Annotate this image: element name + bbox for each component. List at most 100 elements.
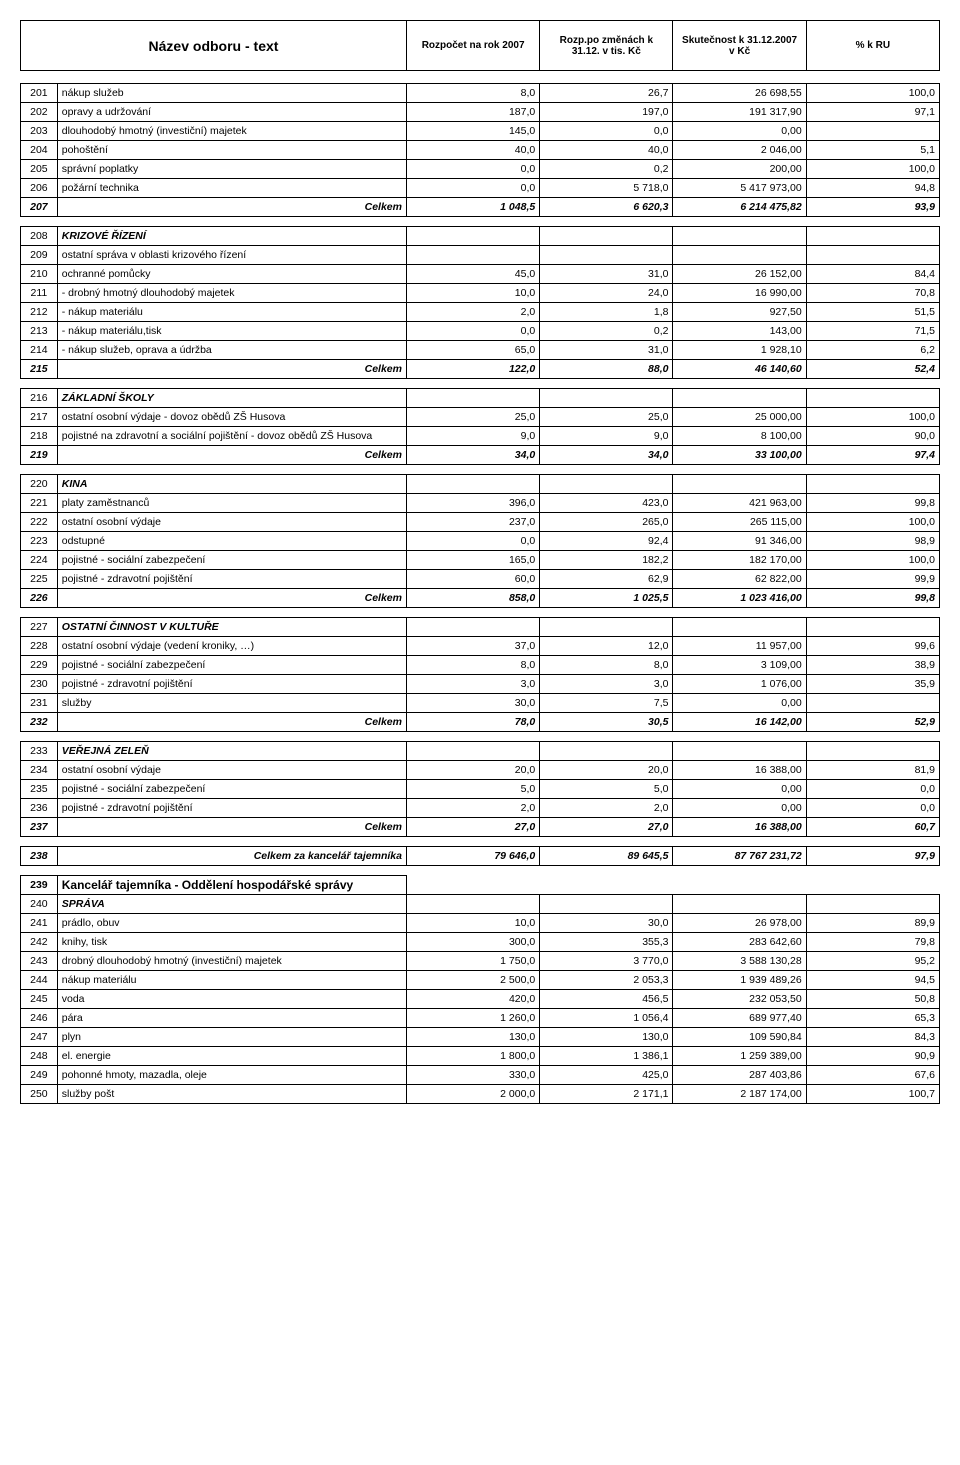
row-text: správní poplatky <box>57 160 406 179</box>
table-row: 242knihy, tisk300,0355,3283 642,6079,8 <box>21 933 940 952</box>
row-value: 93,9 <box>806 198 939 217</box>
table-row: 212 - nákup materiálu2,01,8927,5051,5 <box>21 303 940 322</box>
row-value: 2 053,3 <box>540 971 673 990</box>
row-value: 3 109,00 <box>673 656 806 675</box>
section-title-row: 227OSTATNÍ ČINNOST V KULTUŘE <box>21 618 940 637</box>
row-value: 1 048,5 <box>406 198 539 217</box>
row-value: 5 718,0 <box>540 179 673 198</box>
table-row: 213 - nákup materiálu,tisk0,00,2143,0071… <box>21 322 940 341</box>
row-value: 1 939 489,26 <box>673 971 806 990</box>
row-value: 232 053,50 <box>673 990 806 1009</box>
section-title: SPRÁVA <box>57 895 406 914</box>
row-value: 38,9 <box>806 656 939 675</box>
row-value: 5,0 <box>406 780 539 799</box>
row-value: 30,5 <box>540 713 673 732</box>
row-value: 25 000,00 <box>673 408 806 427</box>
row-value: 94,5 <box>806 971 939 990</box>
table-row: 247plyn130,0130,0109 590,8484,3 <box>21 1028 940 1047</box>
table-row: 248el. energie1 800,01 386,11 259 389,00… <box>21 1047 940 1066</box>
row-value: 33 100,00 <box>673 446 806 465</box>
section-title-row: 208KRIZOVÉ ŘÍZENÍ <box>21 227 940 246</box>
row-value: 2 187 174,00 <box>673 1085 806 1104</box>
row-text: požární technika <box>57 179 406 198</box>
row-value: 927,50 <box>673 303 806 322</box>
row-value <box>406 618 539 637</box>
row-value: 7,5 <box>540 694 673 713</box>
row-value: 87 767 231,72 <box>673 847 806 866</box>
row-number: 226 <box>21 589 58 608</box>
row-value: 12,0 <box>540 637 673 656</box>
row-text: pára <box>57 1009 406 1028</box>
row-value: 0,0 <box>406 179 539 198</box>
section-title-row: 216ZÁKLADNÍ ŠKOLY <box>21 389 940 408</box>
row-value: 8,0 <box>406 656 539 675</box>
section-title: VEŘEJNÁ ZELEŇ <box>57 742 406 761</box>
row-text: - drobný hmotný dlouhodobý majetek <box>57 284 406 303</box>
row-value: 97,1 <box>806 103 939 122</box>
row-number: 242 <box>21 933 58 952</box>
row-number: 243 <box>21 952 58 971</box>
table-row: 238Celkem za kancelář tajemníka79 646,08… <box>21 847 940 866</box>
row-value: 165,0 <box>406 551 539 570</box>
row-text: nákup materiálu <box>57 971 406 990</box>
row-number: 206 <box>21 179 58 198</box>
row-value: 84,4 <box>806 265 939 284</box>
row-number: 241 <box>21 914 58 933</box>
department-title: Kancelář tajemníka - Oddělení hospodářsk… <box>57 876 406 895</box>
row-value: 355,3 <box>540 933 673 952</box>
row-number: 249 <box>21 1066 58 1085</box>
table-row: 244nákup materiálu2 500,02 053,31 939 48… <box>21 971 940 990</box>
row-text: ostatní osobní výdaje - dovoz obědů ZŠ H… <box>57 408 406 427</box>
row-value <box>406 742 539 761</box>
row-number: 219 <box>21 446 58 465</box>
row-text: ostatní osobní výdaje <box>57 513 406 532</box>
row-value <box>673 618 806 637</box>
row-value <box>406 475 539 494</box>
row-value: 89 645,5 <box>540 847 673 866</box>
row-number: 220 <box>21 475 58 494</box>
row-value: 0,00 <box>673 799 806 818</box>
row-value: 8,0 <box>406 84 539 103</box>
row-number: 224 <box>21 551 58 570</box>
row-number: 204 <box>21 141 58 160</box>
row-value: 35,9 <box>806 675 939 694</box>
table-row: 235pojistné - sociální zabezpečení5,05,0… <box>21 780 940 799</box>
row-value: 52,4 <box>806 360 939 379</box>
table-row: 204pohoštění40,040,02 046,005,1 <box>21 141 940 160</box>
row-value: 65,0 <box>406 341 539 360</box>
budget-table: 201nákup služeb8,026,726 698,55100,0202o… <box>20 83 940 1104</box>
row-value: 6,2 <box>806 341 939 360</box>
row-value: 46 140,60 <box>673 360 806 379</box>
row-value: 330,0 <box>406 1066 539 1085</box>
row-value <box>806 895 939 914</box>
table-row: 243drobný dlouhodobý hmotný (investiční)… <box>21 952 940 971</box>
row-value: 300,0 <box>406 933 539 952</box>
row-value: 425,0 <box>540 1066 673 1085</box>
row-text: Celkem <box>57 818 406 837</box>
row-value: 9,0 <box>406 427 539 446</box>
row-value: 0,0 <box>806 780 939 799</box>
row-value <box>673 227 806 246</box>
table-row: 234ostatní osobní výdaje20,020,016 388,0… <box>21 761 940 780</box>
row-number: 238 <box>21 847 58 866</box>
row-value: 26,7 <box>540 84 673 103</box>
row-value: 0,2 <box>540 160 673 179</box>
row-value: 0,0 <box>406 322 539 341</box>
row-value <box>673 389 806 408</box>
row-number: 228 <box>21 637 58 656</box>
table-row: 223odstupné0,092,491 346,0098,9 <box>21 532 940 551</box>
row-value <box>540 475 673 494</box>
row-value: 16 990,00 <box>673 284 806 303</box>
table-row: 246pára1 260,01 056,4689 977,4065,3 <box>21 1009 940 1028</box>
row-value: 265 115,00 <box>673 513 806 532</box>
row-text: pojistné - zdravotní pojištění <box>57 675 406 694</box>
row-value: 24,0 <box>540 284 673 303</box>
row-text: pojistné na zdravotní a sociální pojiště… <box>57 427 406 446</box>
row-value: 99,6 <box>806 637 939 656</box>
row-value: 88,0 <box>540 360 673 379</box>
spacer-row <box>21 732 940 742</box>
row-value: 1 056,4 <box>540 1009 673 1028</box>
row-value: 0,00 <box>673 122 806 141</box>
row-text: pohoštění <box>57 141 406 160</box>
row-value: 60,0 <box>406 570 539 589</box>
